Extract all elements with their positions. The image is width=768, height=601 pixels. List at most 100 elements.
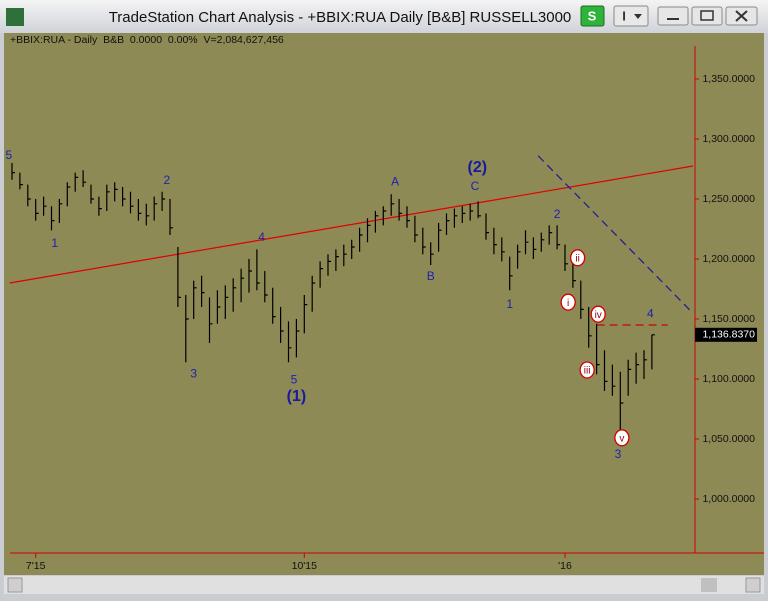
price-bar — [224, 285, 229, 319]
degree-label: (1) — [287, 388, 307, 405]
price-bar — [264, 271, 268, 303]
y-tick-label: 1,300.0000 — [702, 133, 755, 145]
price-bar — [461, 206, 466, 223]
x-tick-label: '16 — [558, 560, 572, 572]
price-bar — [469, 203, 474, 221]
price-bar — [114, 182, 118, 202]
last-price-box — [695, 327, 757, 342]
last-price-label: 1,136.8370 — [702, 329, 755, 341]
maximize-button[interactable] — [691, 6, 723, 26]
trendline — [537, 155, 691, 311]
price-bar — [272, 287, 276, 324]
i-button-label: I — [622, 8, 626, 23]
price-bar — [651, 334, 655, 370]
window-title: TradeStation Chart Analysis - +BBIX:RUA … — [109, 9, 572, 26]
price-bar — [193, 280, 197, 319]
subwave-circle — [560, 293, 576, 311]
price-bar — [287, 321, 292, 363]
x-tick-label: 7'15 — [26, 560, 46, 572]
price-bar — [351, 239, 355, 259]
price-bar — [27, 184, 31, 207]
price-bar — [596, 323, 600, 375]
price-bar — [390, 194, 395, 216]
x-tick-label: 10'15 — [292, 560, 318, 572]
price-bar — [98, 196, 102, 216]
dropdown-arrow — [634, 14, 642, 19]
price-bar — [11, 163, 15, 180]
subwave-label: iii — [584, 366, 591, 377]
price-bar — [74, 172, 79, 192]
scroll-left[interactable] — [7, 577, 23, 593]
scroll-right[interactable] — [745, 577, 761, 593]
price-bar — [177, 247, 181, 307]
chart-header: +BBIX:RUA - Daily B&B 0.0000 0.00% V=2,0… — [10, 34, 284, 46]
price-bar — [548, 225, 553, 245]
price-bar — [611, 364, 616, 396]
price-bar — [82, 170, 87, 187]
price-bar — [540, 232, 545, 252]
scrollbar[interactable] — [4, 576, 764, 594]
price-bar — [406, 206, 410, 228]
wave-label: 1 — [51, 236, 58, 250]
price-bar — [524, 230, 529, 255]
i-button[interactable] — [613, 5, 649, 27]
price-bar — [232, 278, 237, 312]
price-bar — [90, 184, 94, 204]
price-bar — [619, 371, 624, 431]
price-bar — [374, 211, 379, 233]
price-bar — [532, 237, 537, 259]
price-bar — [35, 199, 39, 221]
price-bar — [256, 249, 260, 291]
price-bar — [137, 199, 142, 221]
price-bar — [161, 191, 166, 211]
minimize-button[interactable] — [657, 6, 689, 26]
price-bar — [295, 319, 300, 358]
y-tick-label: 1,100.0000 — [702, 373, 755, 385]
y-tick-label: 1,050.0000 — [702, 433, 755, 445]
subwave-label: iv — [595, 310, 602, 321]
wave-label: 1 — [506, 297, 513, 311]
price-bar — [153, 196, 158, 221]
plot: 1,000.0000 1,050.0000 1,100.0000 1,150.0000… — [5, 73, 757, 572]
price-bar — [216, 290, 221, 324]
wave-label: 5 — [5, 148, 12, 162]
close-icon — [735, 10, 748, 22]
subwave-label: i — [567, 298, 569, 309]
price-bar — [430, 242, 434, 265]
price-bar — [58, 199, 63, 223]
price-bar — [635, 352, 640, 384]
price-bar — [240, 268, 245, 303]
price-bar — [366, 218, 371, 243]
price-bar — [335, 249, 339, 271]
price-bar — [501, 237, 505, 262]
wave-label: 4 — [647, 306, 654, 320]
price-bar — [588, 307, 592, 348]
degree-label: (2) — [468, 159, 488, 176]
price-bar — [248, 259, 252, 293]
price-bar — [398, 199, 403, 221]
y-tick-label: 1,200.0000 — [702, 253, 755, 265]
price-bar — [185, 295, 189, 363]
trendline — [9, 165, 694, 284]
price-bar — [50, 206, 55, 231]
wave-label: 4 — [258, 230, 265, 244]
price-bar — [485, 213, 489, 240]
price-bar — [280, 307, 284, 343]
subwave-label: v — [619, 433, 624, 444]
price-bar — [129, 191, 134, 214]
price-bar — [327, 254, 331, 276]
s-button[interactable] — [580, 5, 605, 27]
price-bar — [311, 275, 316, 312]
scroll-thumb[interactable] — [701, 578, 717, 592]
price-bar — [319, 261, 324, 288]
price-bar — [580, 280, 584, 319]
price-bar — [627, 359, 632, 396]
wave-label: B — [427, 269, 435, 283]
price-bar — [414, 215, 418, 243]
y-tick-label: 1,150.0000 — [702, 313, 755, 325]
app-icon — [6, 8, 24, 26]
price-bar — [453, 208, 458, 228]
wave-label: A — [391, 174, 399, 188]
